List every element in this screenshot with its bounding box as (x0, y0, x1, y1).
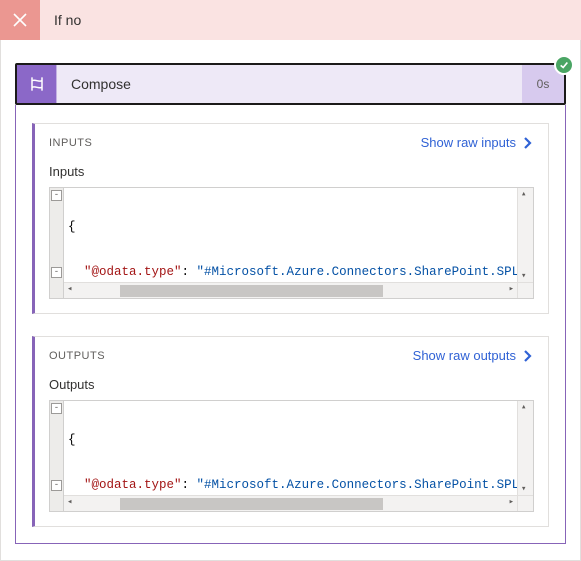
show-raw-outputs-label: Show raw outputs (413, 348, 516, 363)
condition-body: Compose 0s INPUTS Show raw inputs Inputs (0, 40, 581, 561)
condition-title: If no (40, 12, 81, 28)
inputs-heading: INPUTS (49, 137, 92, 149)
show-raw-outputs-link[interactable]: Show raw outputs (413, 348, 534, 363)
fold-icon[interactable]: - (51, 190, 62, 201)
outputs-code-box[interactable]: - - { "@odata.type": "#Microsoft.Azure.C… (49, 400, 534, 512)
horizontal-scrollbar[interactable] (64, 282, 517, 298)
success-badge-icon (554, 55, 574, 75)
scroll-corner (517, 282, 533, 298)
compose-label: Compose (57, 65, 522, 103)
scroll-corner (517, 495, 533, 511)
fold-icon[interactable]: - (51, 403, 62, 414)
inputs-subtitle: Inputs (49, 164, 534, 179)
show-raw-inputs-label: Show raw inputs (421, 135, 516, 150)
chevron-right-icon (522, 350, 534, 362)
code-gutter: - - (50, 188, 64, 298)
vertical-scrollbar[interactable] (517, 401, 533, 495)
inputs-card: INPUTS Show raw inputs Inputs - - { "@od… (32, 123, 549, 314)
fold-icon[interactable]: - (51, 267, 62, 278)
compose-body: INPUTS Show raw inputs Inputs - - { "@od… (15, 105, 566, 544)
inputs-code-box[interactable]: - - { "@odata.type": "#Microsoft.Azure.C… (49, 187, 534, 299)
horizontal-scrollbar[interactable] (64, 495, 517, 511)
condition-header[interactable]: If no (0, 0, 581, 40)
code-gutter: - - (50, 401, 64, 511)
show-raw-inputs-link[interactable]: Show raw inputs (421, 135, 534, 150)
compose-action-header[interactable]: Compose 0s (15, 63, 566, 105)
outputs-card: OUTPUTS Show raw outputs Outputs - - { "… (32, 336, 549, 527)
vertical-scrollbar[interactable] (517, 188, 533, 282)
chevron-right-icon (522, 137, 534, 149)
outputs-heading: OUTPUTS (49, 350, 105, 362)
outputs-subtitle: Outputs (49, 377, 534, 392)
close-icon (0, 0, 40, 40)
fold-icon[interactable]: - (51, 480, 62, 491)
compose-icon (17, 65, 57, 103)
